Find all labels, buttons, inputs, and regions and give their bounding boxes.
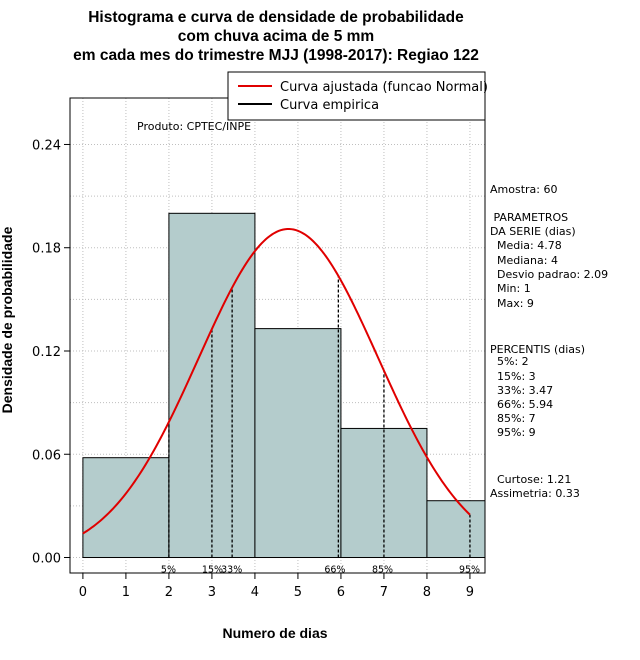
y-axis-title: Densidade de probabilidade [0,226,15,413]
chart-title-line: com chuva acima de 5 mm [178,28,374,45]
x-tick-label: 9 [466,585,474,600]
y-axis: 0.00 0.06 0.12 0.18 0.24 [32,138,70,567]
y-tick-label: 0.06 [32,448,61,463]
stats-line: Media: 4.78 [490,239,562,252]
stats-line: DA SERIE (dias) [490,225,576,238]
stats-line: 15%: 3 [490,370,536,383]
x-axis: 0 1 2 3 4 5 6 7 8 9 [79,573,474,600]
stats-line: Curtose: 1.21 [490,473,571,486]
x-tick-label: 4 [251,585,259,600]
stats-line: Mediana: 4 [490,254,558,267]
x-tick-label: 0 [79,585,87,600]
fitted-normal-curve [82,228,471,535]
stats-line: PARAMETROS [490,211,568,224]
percentile-label: 33% [221,565,242,576]
percentile-label: 66% [324,565,345,576]
histogram-bar [426,500,486,559]
histogram-bar [254,328,342,559]
stats-line: Desvio padrao: 2.09 [490,268,608,281]
legend: Curva ajustada (funcao Normal) Curva empi… [227,71,488,121]
product-annotation: Produto: CPTEC/INPE [137,120,251,133]
stats-line: 33%: 3.47 [490,384,553,397]
legend-label: Curva ajustada (funcao Normal) [280,80,488,95]
percentile-lines: 5% 15%33% 66% 85% 95% [161,275,480,576]
chart-title-line: Histograma e curva de densidade de proba… [88,9,464,26]
stats-line: PERCENTIS (dias) [490,343,585,356]
stats-line: Max: 9 [490,297,534,310]
histogram-bars [82,212,486,559]
x-tick-label: 8 [423,585,431,600]
stats-line: Min: 1 [490,282,531,295]
stats-line: 5%: 2 [490,355,529,368]
x-tick-label: 6 [337,585,345,600]
percentile-label: 85% [372,565,393,576]
y-tick-label: 0.18 [32,242,61,257]
histogram-bar [82,457,170,559]
stats-line: 85%: 7 [490,412,536,425]
x-tick-label: 1 [122,585,130,600]
stats-line: 95%: 9 [490,426,536,439]
percentile-label: 15% [202,565,223,576]
chart-titles: Histograma e curva de densidade de proba… [73,9,479,64]
x-tick-label: 5 [294,585,302,600]
histogram-bar [340,427,428,559]
fitted-curve-group [82,228,471,535]
percentile-label: 95% [459,565,480,576]
stats-line: 66%: 5.94 [490,398,553,411]
x-axis-title: Numero de dias [222,625,327,641]
x-tick-label: 2 [165,585,173,600]
legend-box [227,71,486,121]
chart-title-line: em cada mes do trimestre MJJ (1998-2017)… [73,47,479,64]
stats-line: Assimetria: 0.33 [490,487,580,500]
y-tick-label: 0.00 [32,552,61,567]
x-tick-label: 3 [208,585,216,600]
stats-line: Amostra: 60 [490,183,557,196]
y-tick-label: 0.24 [32,138,61,153]
legend-label: Curva empirica [280,98,379,113]
y-tick-label: 0.12 [32,345,61,360]
percentile-label: 5% [161,565,176,576]
x-tick-label: 7 [380,585,388,600]
